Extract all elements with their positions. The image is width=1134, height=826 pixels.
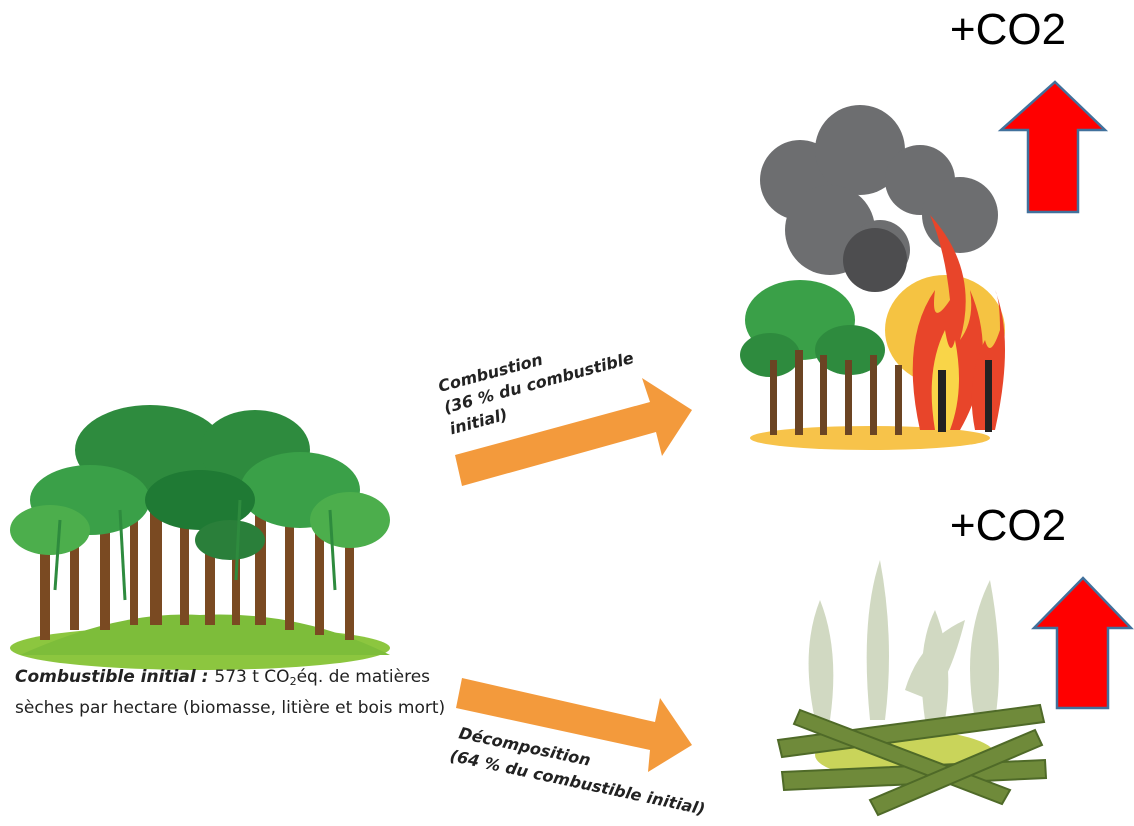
emission-arrow	[1001, 82, 1105, 212]
decomposition-illustration	[778, 560, 1046, 815]
fire-illustration	[740, 105, 1005, 450]
caption-subscript: 2	[290, 675, 297, 688]
page: Combustible initial : 573 t CO2éq. de mat…	[0, 0, 1134, 826]
caption-line2: sèches par hectare (biomasse, litière et…	[15, 698, 445, 718]
co2-label: +CO2	[950, 5, 1066, 54]
diagram: Combustible initial : 573 t CO2éq. de mat…	[0, 0, 1134, 826]
forest-illustration	[10, 405, 390, 670]
caption-text: 573 t CO	[214, 667, 289, 687]
co2-label: +CO2	[950, 501, 1066, 550]
emission-arrow	[1034, 578, 1131, 708]
caption-label: Combustible initial :	[15, 667, 208, 687]
caption-text: éq. de matières	[297, 667, 431, 687]
caption-line1: Combustible initial : 573 t CO2éq. de mat…	[15, 667, 430, 688]
